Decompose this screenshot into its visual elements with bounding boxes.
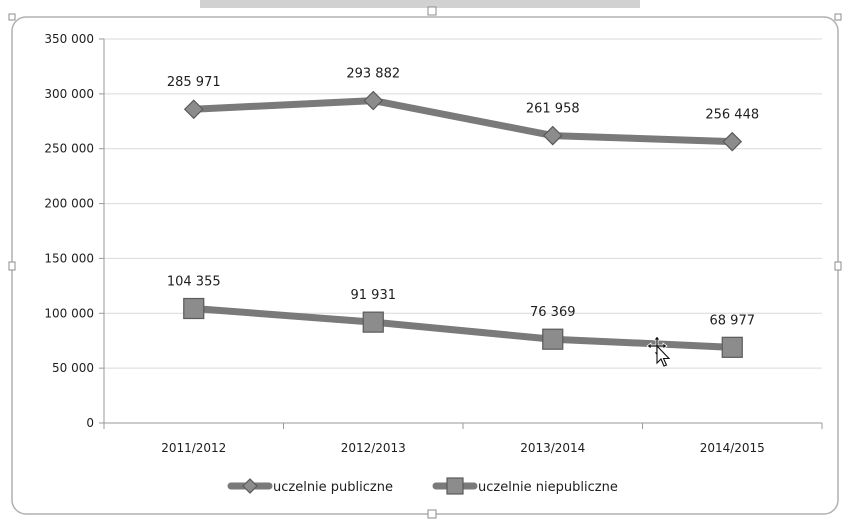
move-cursor-icon <box>646 335 671 367</box>
y-tick-label: 0 <box>86 416 94 430</box>
resize-handle-left[interactable] <box>8 261 16 271</box>
data-label: 256 448 <box>705 108 759 123</box>
axes <box>99 38 823 429</box>
x-tick-label: 2014/2015 <box>700 441 765 455</box>
resize-handle-top[interactable] <box>427 6 437 16</box>
series <box>183 90 743 358</box>
data-point-square <box>721 336 743 358</box>
y-tick-label: 50 000 <box>52 361 94 375</box>
y-tick-label: 150 000 <box>44 251 94 265</box>
data-point-diamond <box>542 125 563 146</box>
y-tick-labels: 0 50 000 100 000 150 000 200 000 250 000 300 0… <box>44 32 94 430</box>
y-tick-label: 350 000 <box>44 32 94 46</box>
resize-handle-right[interactable] <box>834 261 842 271</box>
chart-frame[interactable] <box>11 16 839 515</box>
x-tick-label: 2012/2013 <box>341 441 406 455</box>
legend-marker-diamond <box>242 478 258 494</box>
data-point-square <box>542 328 564 350</box>
data-point-square <box>362 311 384 333</box>
x-tick-label: 2011/2012 <box>161 441 226 455</box>
series-line <box>190 97 736 146</box>
legend-label: uczelnie publiczne <box>273 480 393 495</box>
y-tick-label: 200 000 <box>44 197 94 211</box>
resize-handle-top-right[interactable] <box>834 13 842 21</box>
x-tick-labels: 2011/2012 2012/2013 2013/2014 2014/2015 <box>161 441 765 455</box>
data-label: 68 977 <box>710 313 756 328</box>
legend-marker-square <box>446 477 464 495</box>
data-labels: 285 971 293 882 261 958 256 448 104 355 91 93… <box>167 67 759 329</box>
title-remnant <box>200 0 640 8</box>
data-label: 104 355 <box>167 275 221 290</box>
x-tick-label: 2013/2014 <box>520 441 585 455</box>
data-label: 261 958 <box>526 102 580 117</box>
data-label: 285 971 <box>167 75 221 90</box>
data-label: 293 882 <box>346 67 400 82</box>
resize-handle-bottom[interactable] <box>427 509 437 519</box>
legend: uczelnie publiczne uczelnie niepubliczne <box>227 477 618 495</box>
y-tick-label: 300 000 <box>44 87 94 101</box>
data-label: 91 931 <box>351 288 397 303</box>
y-tick-label: 250 000 <box>44 142 94 156</box>
data-label: 76 369 <box>530 305 576 320</box>
data-point-square <box>183 297 205 320</box>
data-point-diamond <box>183 99 204 120</box>
resize-handles[interactable] <box>8 6 842 519</box>
series-line <box>190 305 736 351</box>
resize-handle-top-left[interactable] <box>8 13 16 21</box>
y-tick-label: 100 000 <box>44 306 94 320</box>
legend-label: uczelnie niepubliczne <box>478 480 618 495</box>
data-point-diamond <box>722 131 743 152</box>
data-point-diamond <box>363 90 384 111</box>
